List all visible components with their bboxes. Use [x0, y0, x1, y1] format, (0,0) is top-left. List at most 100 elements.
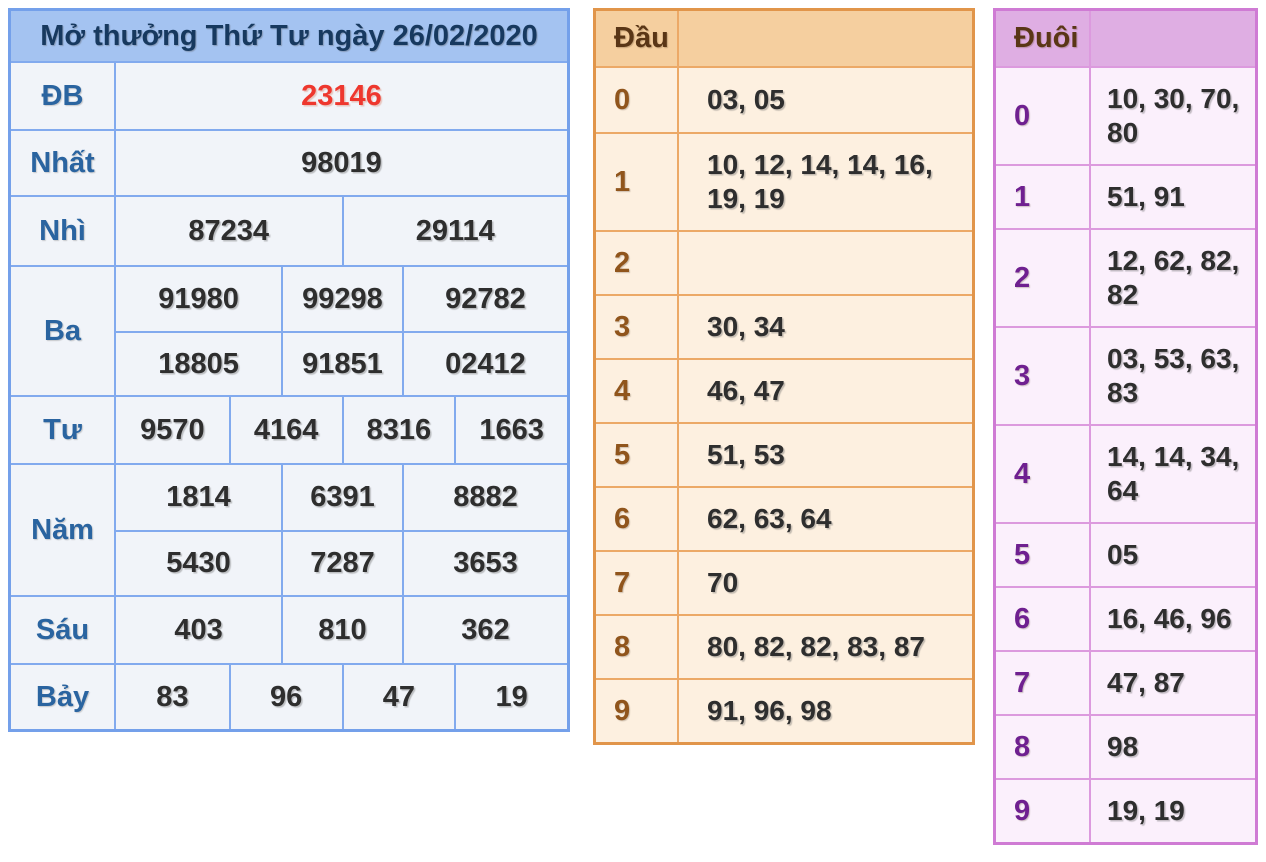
dau-digit: 6: [596, 488, 679, 550]
prize-subrow: 403 810 362: [116, 597, 567, 663]
duoi-row: 1 51, 91: [996, 164, 1255, 228]
dau-row: 5 51, 53: [596, 422, 972, 486]
duoi-values: 05: [1107, 539, 1139, 570]
prize-value: 7287: [281, 532, 402, 595]
duoi-values: 98: [1107, 731, 1139, 762]
prize-row: Nhất 98019: [11, 129, 567, 195]
prize-row: Nhì 87234 29114: [11, 195, 567, 265]
duoi-header-spacer: [1091, 11, 1255, 66]
dau-values: 51, 53: [707, 439, 785, 470]
prize-label: ĐB: [11, 63, 116, 129]
duoi-row: 5 05: [996, 522, 1255, 586]
dau-row: 4 46, 47: [596, 358, 972, 422]
duoi-digit: 7: [996, 652, 1091, 714]
dau-header-row: Đầu: [596, 11, 972, 68]
duoi-digit: 4: [996, 426, 1091, 522]
prize-value: 6391: [281, 465, 402, 530]
prize-value: 8316: [341, 397, 455, 463]
duoi-values: 51, 91: [1107, 181, 1185, 212]
prize-value: 23146: [301, 79, 382, 112]
results-table: Mở thưởng Thứ Tư ngày 26/02/2020 ĐB 23146…: [8, 8, 570, 732]
prize-row: Sáu 403 810 362: [11, 595, 567, 663]
dau-header-spacer: [679, 11, 972, 66]
prize-value-groups: 9570 4164 8316 1663: [116, 397, 567, 463]
duoi-values: 03, 53, 63, 83: [1107, 343, 1240, 408]
dau-digit: 3: [596, 296, 679, 358]
duoi-digit: 3: [996, 328, 1091, 424]
duoi-values: 12, 62, 82, 82: [1107, 245, 1240, 310]
prize-value-groups: 83 96 47 19: [116, 665, 567, 729]
duoi-row: 3 03, 53, 63, 83: [996, 326, 1255, 424]
duoi-row: 2 12, 62, 82, 82: [996, 228, 1255, 326]
dau-values: 46, 47: [707, 375, 785, 406]
prize-value-groups: 87234 29114: [116, 197, 567, 265]
duoi-digit: 5: [996, 524, 1091, 586]
dau-digit: 7: [596, 552, 679, 614]
prize-label: Nhì: [11, 197, 116, 265]
duoi-digit: 2: [996, 230, 1091, 326]
results-table-title: Mở thưởng Thứ Tư ngày 26/02/2020: [11, 11, 567, 63]
prize-subrow: 1814 6391 8882: [116, 465, 567, 530]
dau-table-body: 0 03, 05 1 10, 12, 14, 14, 16, 19, 19 2 3 30, …: [596, 68, 972, 742]
prize-value: 5430: [166, 547, 231, 579]
dau-values: 91, 96, 98: [707, 695, 832, 726]
duoi-row: 9 19, 19: [996, 778, 1255, 842]
prize-value-groups: 1814 6391 8882 5430 7287 3653: [116, 465, 567, 595]
dau-values: 03, 05: [707, 84, 785, 115]
prize-value: 9570: [140, 413, 205, 446]
duoi-values: 16, 46, 96: [1107, 603, 1232, 634]
prize-subrow: 23146: [116, 63, 567, 129]
results-table-body: ĐB 23146 Nhất 98019 Nhì 87234 29114 Ba 91980 9929…: [11, 63, 567, 729]
prize-label: Năm: [11, 465, 116, 595]
prize-value: 4164: [228, 397, 342, 463]
prize-value: 1663: [454, 397, 567, 463]
duoi-values: 10, 30, 70, 80: [1107, 83, 1240, 148]
prize-row: Tư 9570 4164 8316 1663: [11, 395, 567, 463]
dau-digit: 5: [596, 424, 679, 486]
prize-value: 18805: [158, 347, 239, 380]
prize-label: Ba: [11, 267, 116, 395]
dau-table: Đầu 0 03, 05 1 10, 12, 14, 14, 16, 19, 19 2 3…: [593, 8, 975, 745]
dau-digit: 2: [596, 232, 679, 294]
prize-value: 29114: [341, 197, 568, 265]
prize-value-groups: 403 810 362: [116, 597, 567, 663]
duoi-digit: 9: [996, 780, 1091, 842]
dau-values: 10, 12, 14, 14, 16, 19, 19: [707, 149, 933, 214]
prize-value: 810: [281, 597, 402, 663]
dau-values: [679, 232, 972, 294]
dau-row: 2: [596, 230, 972, 294]
prize-value: 99298: [281, 267, 402, 331]
prize-subrow: 98019: [116, 131, 567, 195]
duoi-values: 47, 87: [1107, 667, 1185, 698]
dau-row: 0 03, 05: [596, 68, 972, 132]
duoi-values: 14, 14, 34, 64: [1107, 441, 1240, 506]
prize-value: 47: [341, 665, 455, 729]
prize-label: Nhất: [11, 131, 116, 195]
duoi-table-title: Đuôi: [996, 11, 1091, 66]
prize-value: 91851: [281, 333, 402, 395]
prize-value: 92782: [401, 267, 567, 331]
duoi-table-body: 0 10, 30, 70, 80 1 51, 91 2 12, 62, 82, 82 3 03…: [996, 68, 1255, 842]
duoi-row: 7 47, 87: [996, 650, 1255, 714]
dau-row: 9 91, 96, 98: [596, 678, 972, 742]
prize-value: 3653: [401, 532, 567, 595]
dau-row: 6 62, 63, 64: [596, 486, 972, 550]
duoi-table: Đuôi 0 10, 30, 70, 80 1 51, 91 2 12, 62, 82, …: [993, 8, 1258, 845]
prize-subrow: 18805 91851 02412: [116, 331, 567, 395]
duoi-header-row: Đuôi: [996, 11, 1255, 68]
prize-row: Năm 1814 6391 8882 5430 7287 3653: [11, 463, 567, 595]
duoi-digit: 8: [996, 716, 1091, 778]
prize-value: 403: [174, 613, 223, 646]
prize-label: Tư: [11, 397, 116, 463]
dau-row: 7 70: [596, 550, 972, 614]
prize-value: 91980: [158, 282, 239, 315]
prize-value: 83: [156, 680, 189, 713]
prize-value: 1814: [166, 481, 231, 513]
prize-value: 87234: [188, 214, 270, 247]
duoi-values: 19, 19: [1107, 795, 1185, 826]
prize-subrow: 91980 99298 92782: [116, 267, 567, 331]
prize-value: 19: [454, 665, 567, 729]
dau-digit: 8: [596, 616, 679, 678]
prize-value: 96: [228, 665, 342, 729]
